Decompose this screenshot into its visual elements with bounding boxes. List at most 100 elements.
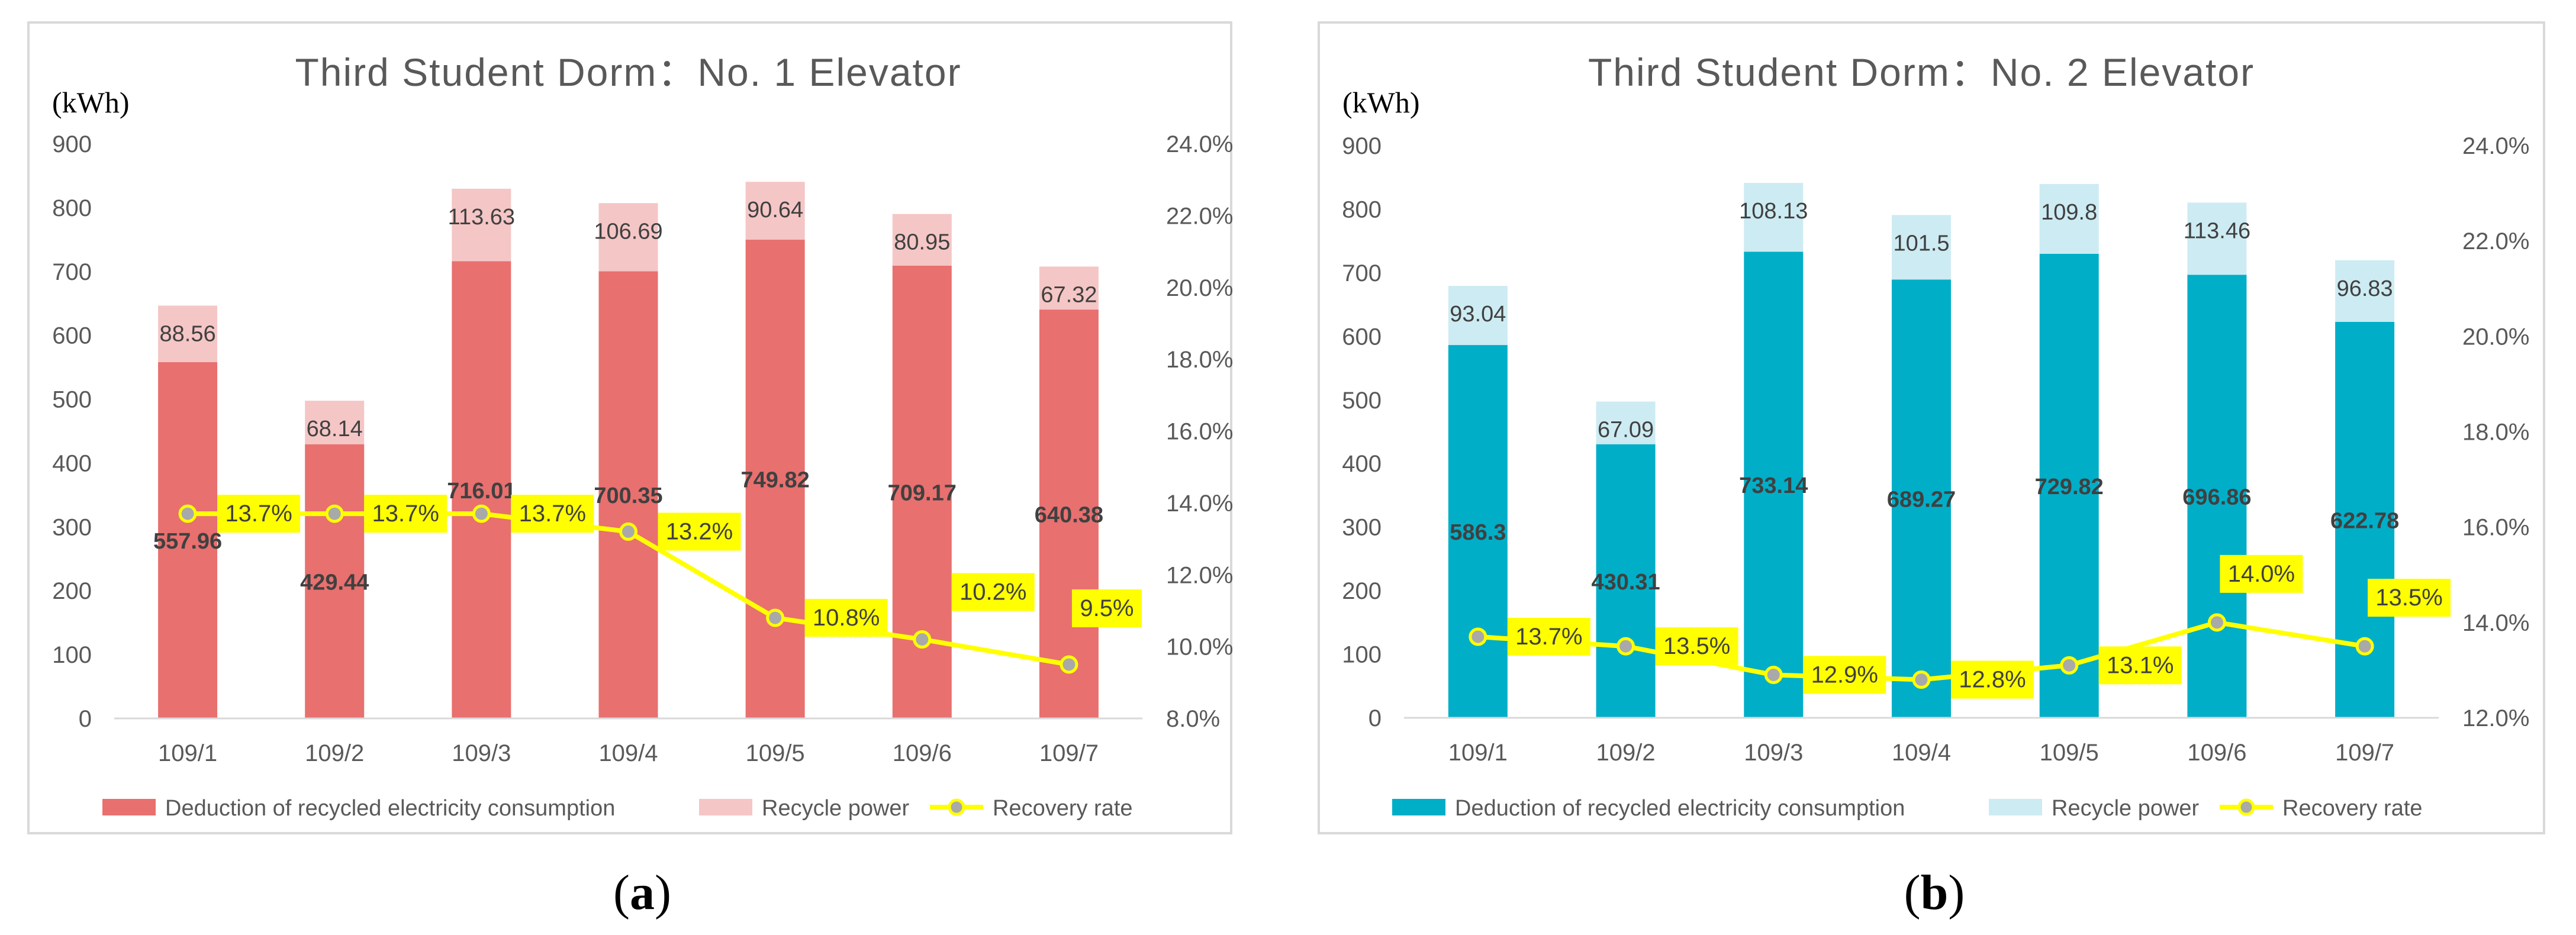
recovery-rate-point bbox=[2207, 613, 2226, 632]
y-tick-label: 700 bbox=[1342, 260, 1382, 286]
y2-tick-label: 10.0% bbox=[1166, 634, 1233, 660]
bar-deduction bbox=[2187, 275, 2247, 718]
recycle-data-label: 68.14 bbox=[307, 417, 363, 441]
bar-recycle bbox=[2335, 260, 2395, 322]
bar-recycle bbox=[2039, 183, 2099, 254]
recovery-rate-label-bg bbox=[364, 495, 447, 533]
recycle-data-label: 113.46 bbox=[2184, 218, 2250, 243]
chart-title: Third Student Dorm：No. 2 Elevator bbox=[1588, 50, 2255, 94]
chart-a: Third Student Dorm：No. 1 Elevator (kWh) 0 1… bbox=[27, 21, 1233, 834]
panel-label-b: (b) bbox=[1904, 865, 1965, 920]
x-tick-label: 109/5 bbox=[746, 740, 805, 766]
deduction-data-label: 749.82 bbox=[741, 468, 810, 493]
y-tick-label: 0 bbox=[1368, 705, 1382, 731]
legend-label-rate: Recovery rate bbox=[993, 796, 1133, 821]
recycle-data-label: 106.69 bbox=[594, 219, 662, 244]
recovery-rate-point bbox=[1060, 655, 1078, 674]
recovery-rate-point bbox=[1764, 665, 1783, 684]
y-tick-label: 500 bbox=[1342, 388, 1382, 414]
x-tick-label: 109/4 bbox=[1892, 740, 1951, 766]
recovery-rate-point bbox=[1469, 627, 1487, 646]
recycle-data-label: 113.63 bbox=[448, 205, 515, 230]
bar-deduction bbox=[598, 271, 658, 719]
bar-recycle bbox=[1892, 215, 1951, 280]
chart-b: Third Student Dorm：No. 2 Elevator (kWh) 0 1… bbox=[1318, 21, 2545, 834]
legend-label-deduction: Deduction of recycled electricity consum… bbox=[165, 796, 615, 821]
y2-tick-label: 20.0% bbox=[2462, 324, 2529, 350]
y-tick-label: 800 bbox=[1342, 196, 1382, 223]
recovery-rate-label-bg bbox=[658, 512, 741, 551]
y-tick-label: 300 bbox=[1342, 515, 1382, 541]
recovery-rate-data-label: 13.7% bbox=[372, 501, 439, 527]
legend-label-rate: Recovery rate bbox=[2282, 796, 2423, 821]
x-tick-label: 109/6 bbox=[893, 740, 952, 766]
y2-tick-label: 20.0% bbox=[1166, 275, 1233, 301]
deduction-data-label: 696.86 bbox=[2182, 485, 2251, 510]
bar-recycle bbox=[2187, 202, 2247, 275]
y2-tick-label: 12.0% bbox=[2462, 705, 2529, 731]
bar-deduction bbox=[1448, 345, 1508, 718]
legend-swatch-deduction bbox=[102, 799, 156, 815]
recovery-rate-point bbox=[913, 630, 932, 649]
recovery-rate-data-label: 13.5% bbox=[1663, 633, 1730, 659]
legend-label-deduction: Deduction of recycled electricity consum… bbox=[1455, 796, 1905, 821]
recycle-data-label: 93.04 bbox=[1450, 302, 1506, 327]
y-axis-label: (kWh) bbox=[52, 86, 130, 119]
y-tick-label: 200 bbox=[1342, 578, 1382, 604]
y-tick-label: 400 bbox=[52, 450, 92, 476]
recovery-rate-point bbox=[2060, 656, 2079, 675]
recovery-rate-data-label: 13.5% bbox=[2375, 585, 2442, 611]
x-tick-label: 109/3 bbox=[452, 740, 511, 766]
deduction-data-label: 733.14 bbox=[1739, 473, 1808, 498]
bar-recycle bbox=[745, 182, 805, 240]
y2-tick-label: 22.0% bbox=[2462, 228, 2529, 254]
recovery-rate-label-bg bbox=[1655, 627, 1738, 666]
panel-label-a-letter: a bbox=[630, 865, 655, 920]
y2-tick-label: 18.0% bbox=[1166, 347, 1233, 373]
recovery-rate-data-label: 14.0% bbox=[2228, 561, 2295, 587]
deduction-data-label: 622.78 bbox=[2330, 508, 2399, 533]
recovery-rate-data-label: 13.7% bbox=[1515, 624, 1582, 650]
y-tick-label: 200 bbox=[52, 578, 92, 604]
bar-recycle bbox=[305, 401, 365, 444]
y2-tick-label: 16.0% bbox=[2462, 515, 2529, 541]
bar-recycle bbox=[158, 305, 218, 363]
legend-swatch-recycle bbox=[699, 799, 752, 815]
x-tick-label: 109/1 bbox=[158, 740, 217, 766]
recovery-rate-data-label: 9.5% bbox=[1080, 595, 1134, 621]
y2-tick-label: 12.0% bbox=[1166, 562, 1233, 588]
bar-deduction bbox=[452, 261, 511, 718]
y2-tick-label: 22.0% bbox=[1166, 203, 1233, 229]
recovery-rate-label-bg bbox=[1071, 589, 1142, 627]
recovery-rate-point bbox=[2355, 637, 2374, 656]
bar-recycle bbox=[892, 214, 952, 266]
recovery-rate-data-label: 10.8% bbox=[813, 605, 880, 631]
deduction-data-label: 557.96 bbox=[153, 529, 222, 554]
bar-recycle bbox=[1039, 266, 1099, 310]
recycle-data-label: 90.64 bbox=[747, 198, 803, 223]
recovery-rate-label-bg bbox=[2368, 579, 2451, 617]
bar-recycle bbox=[1744, 183, 1804, 252]
deduction-data-label: 640.38 bbox=[1035, 503, 1103, 528]
y-tick-label: 700 bbox=[52, 259, 92, 285]
x-tick-label: 109/6 bbox=[2187, 740, 2246, 766]
recovery-rate-point bbox=[619, 522, 637, 541]
y-tick-label: 900 bbox=[1342, 133, 1382, 159]
y-tick-label: 600 bbox=[1342, 324, 1382, 350]
recovery-rate-label-bg bbox=[1803, 656, 1886, 694]
recycle-data-label: 96.83 bbox=[2337, 276, 2393, 301]
y2-tick-label: 16.0% bbox=[1166, 419, 1233, 445]
bar-recycle bbox=[1596, 401, 1656, 444]
recovery-rate-point bbox=[325, 504, 344, 523]
x-tick-label: 109/2 bbox=[1596, 740, 1656, 766]
bar-deduction bbox=[1744, 252, 1804, 718]
x-tick-label: 109/5 bbox=[2040, 740, 2099, 766]
recovery-rate-point bbox=[178, 504, 197, 523]
deduction-data-label: 729.82 bbox=[2035, 475, 2104, 499]
recovery-rate-label-bg bbox=[951, 573, 1035, 611]
recovery-rate-label-bg bbox=[511, 495, 594, 533]
recovery-rate-data-label: 13.2% bbox=[666, 518, 733, 544]
y-tick-label: 500 bbox=[52, 387, 92, 413]
recovery-rate-data-label: 13.1% bbox=[2107, 652, 2174, 678]
